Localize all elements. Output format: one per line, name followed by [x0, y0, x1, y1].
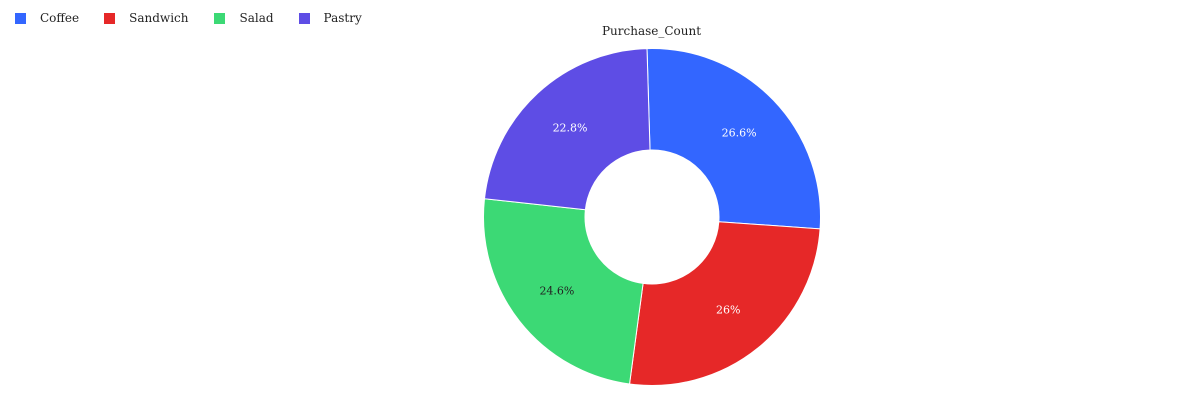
slice-label-salad: 24.6%: [539, 284, 574, 297]
slice-sandwich[interactable]: [628, 221, 821, 386]
slice-label-coffee: 26.6%: [722, 126, 757, 139]
slice-salad[interactable]: [483, 198, 644, 385]
legend-label-salad: Salad: [239, 11, 274, 25]
legend-label-pastry: Pastry: [323, 11, 362, 25]
legend-label-sandwich: Sandwich: [129, 11, 189, 25]
slice-label-sandwich: 26%: [716, 304, 740, 317]
legend-swatch-pastry: [298, 12, 310, 24]
chart-title: Purchase_Count: [601, 24, 702, 38]
legend-swatch-salad: [214, 12, 226, 24]
legend-item-sandwich[interactable]: Sandwich: [104, 11, 214, 25]
slice-pastry[interactable]: [483, 48, 651, 211]
legend-swatch-coffee: [15, 12, 26, 24]
legend-label-coffee: Coffee: [40, 11, 80, 25]
slice-coffee[interactable]: [646, 48, 821, 230]
legend-item-salad[interactable]: Salad: [214, 11, 298, 25]
slice-label-pastry: 22.8%: [553, 121, 588, 134]
legend-swatch-sandwich: [104, 12, 116, 24]
legend-item-coffee[interactable]: Coffee: [15, 11, 104, 25]
legend-item-pastry[interactable]: Pastry: [298, 11, 362, 25]
chart-legend: Coffee Sandwich Salad Pastry: [15, 9, 362, 27]
